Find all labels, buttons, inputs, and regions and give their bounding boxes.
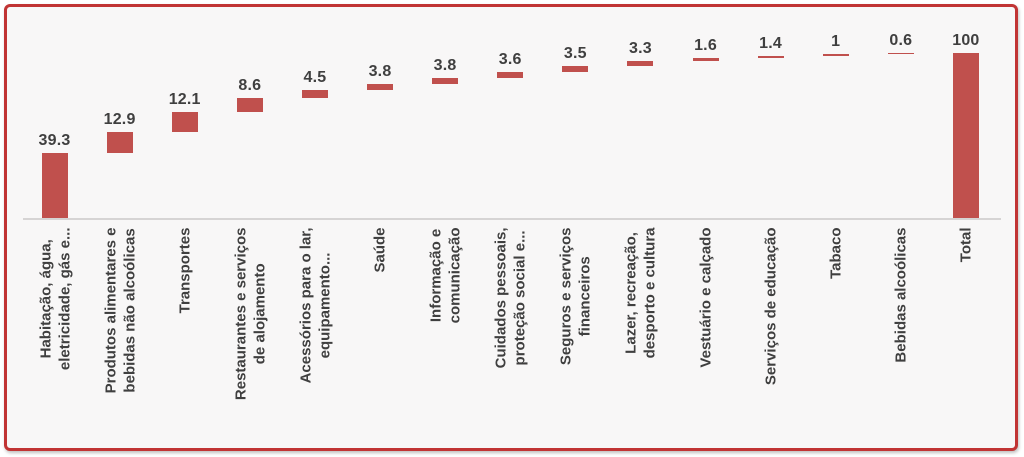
category-label-text: Tabaco — [827, 227, 845, 279]
category-label-rotator: Habitação, água, eletricidade, gás e... — [22, 226, 87, 440]
chart-frame: 39.3 Habitação, água, eletricidade, gás e… — [4, 4, 1018, 451]
bar-value-label: 100 — [952, 32, 980, 49]
category-label-rotator: Bebidas alcoólicas — [868, 226, 933, 440]
category-label: Informação e comunicação — [413, 226, 478, 440]
category-label: Seguros e serviços financeiros — [543, 226, 608, 440]
waterfall-bar — [106, 131, 133, 154]
category-label: Acessórios para o lar, equipamento... — [282, 226, 347, 440]
category-label-text: Bebidas alcoólicas — [892, 227, 910, 363]
bar-value-label: 3.5 — [563, 45, 587, 63]
category-label: Restaurantes e serviços de alojamento — [217, 226, 282, 440]
category-label: Bebidas alcoólicas — [868, 226, 933, 440]
category-label-rotator: Cuidados pessoais, proteção social e... — [478, 226, 543, 440]
category-label-rotator: Produtos alimentares e bebidas não alcoó… — [87, 226, 152, 440]
category-label-text: Habitação, água, eletricidade, gás e... — [36, 227, 73, 370]
bar-value-label: 12.1 — [168, 90, 201, 108]
category-label-text: Informação e comunicação — [427, 227, 464, 323]
category-label: Habitação, água, eletricidade, gás e... — [22, 226, 87, 440]
category-label-text: Seguros e serviços financeiros — [557, 227, 594, 365]
category-label: Total — [933, 226, 998, 440]
category-label: Lazer, recreação, desporto e cultura — [608, 226, 673, 440]
waterfall-bar — [822, 53, 849, 56]
category-label-rotator: Acessórios para o lar, equipamento... — [282, 226, 347, 440]
category-label-text: Restaurantes e serviços de alojamento — [231, 227, 268, 400]
bar-value-label: 1.4 — [759, 34, 783, 52]
category-label-text: Transportes — [176, 227, 194, 313]
bar-value-label: 4.5 — [303, 69, 327, 87]
bar-value-label: 12.9 — [103, 110, 136, 128]
category-label: Produtos alimentares e bebidas não alcoó… — [87, 226, 152, 440]
bar-value-label: 3.8 — [433, 56, 457, 74]
category-label-text: Acessórios para o lar, equipamento... — [296, 227, 333, 383]
waterfall-bar — [627, 60, 654, 67]
waterfall-bar — [301, 90, 328, 98]
plot-area: 39.3 Habitação, água, eletricidade, gás e… — [7, 7, 1015, 448]
category-label-text: Total — [957, 227, 975, 262]
waterfall-bar — [757, 55, 784, 58]
category-label: Cuidados pessoais, proteção social e... — [478, 226, 543, 440]
category-label-text: Produtos alimentares e bebidas não alcoó… — [101, 227, 138, 393]
category-label: Vestuário e calçado — [673, 226, 738, 440]
waterfall-bar — [432, 77, 459, 85]
waterfall-bar — [952, 53, 979, 218]
category-label-rotator: Lazer, recreação, desporto e cultura — [608, 226, 673, 440]
waterfall-bar — [692, 57, 719, 61]
waterfall-bar — [367, 84, 393, 91]
category-label-rotator: Informação e comunicação — [413, 226, 478, 440]
bar-value-label: 39.3 — [38, 132, 71, 150]
waterfall-bar — [562, 66, 589, 72]
waterfall-bar — [497, 71, 524, 78]
bar-value-label: 3.3 — [628, 39, 652, 57]
category-label-rotator: Restaurantes e serviços de alojamento — [217, 226, 282, 440]
category-label-rotator: Serviços de educação — [738, 226, 803, 440]
waterfall-bar — [887, 53, 914, 54]
waterfall-bar — [171, 111, 198, 132]
bar-value-label: 8.6 — [238, 76, 262, 94]
category-label-rotator: Saúde — [348, 226, 413, 440]
waterfall-bar — [236, 97, 263, 112]
bar-value-label: 3.6 — [498, 50, 522, 68]
category-label-text: Saúde — [371, 227, 389, 273]
category-label-rotator: Tabaco — [803, 226, 868, 440]
category-label: Serviços de educação — [738, 226, 803, 440]
waterfall-bar — [41, 153, 68, 218]
category-label: Saúde — [348, 226, 413, 440]
category-label-rotator: Vestuário e calçado — [673, 226, 738, 440]
bar-value-label: 1.6 — [694, 36, 717, 54]
category-label-rotator: Seguros e serviços financeiros — [543, 226, 608, 440]
bar-value-label: 0.6 — [889, 32, 913, 49]
category-label: Transportes — [152, 226, 217, 440]
bar-value-label: 3.8 — [368, 63, 392, 81]
category-label: Tabaco — [803, 226, 868, 440]
category-label-text: Serviços de educação — [762, 227, 780, 385]
category-label-rotator: Transportes — [152, 226, 217, 440]
category-label-rotator: Total — [933, 226, 998, 440]
bar-value-label: 1 — [831, 32, 841, 50]
category-label-text: Lazer, recreação, desporto e cultura — [622, 227, 659, 358]
category-label-text: Cuidados pessoais, proteção social e... — [492, 227, 529, 368]
category-label-text: Vestuário e calçado — [697, 227, 714, 368]
x-axis-line — [23, 218, 1001, 220]
